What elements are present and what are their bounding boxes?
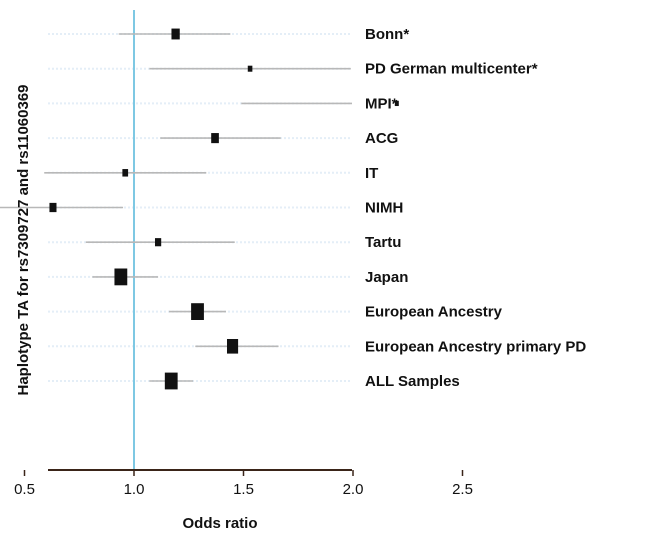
study-label: ACG [365,130,398,147]
study-row [0,202,124,213]
study-label: Bonn* [365,26,409,43]
study-row [118,28,231,40]
study-label: NIMH [365,200,403,217]
point-estimate [171,28,180,40]
point-estimate [154,238,162,247]
study-row [92,268,159,286]
study-label: IT [365,165,378,182]
x-axis: 0.5 1.0 1.5 2.0 2.5 [14,469,473,498]
x-tick-label: 1.5 [233,481,254,498]
point-estimate [394,100,399,107]
y-axis-title: Haplotype TA for rs7309727 and rs1106036… [15,84,32,395]
point-estimate [164,372,178,390]
study-label: PD German multicenter* [365,61,538,78]
point-estimate [122,169,129,177]
study-row [149,372,194,390]
point-estimate [211,133,219,144]
point-estimate [191,303,204,320]
study-row [169,303,226,320]
point-estimate [114,268,128,286]
x-axis-title: Odds ratio [182,515,257,532]
study-row [44,169,207,177]
point-estimate [247,65,253,72]
study-label: ALL Samples [365,373,460,390]
study-label: MPI* [365,95,398,112]
study-label: European Ancestry primary PD [365,338,586,355]
study-row [241,100,399,107]
study-row [195,339,279,354]
study-rows [0,28,399,390]
study-row [85,238,235,247]
point-estimate [49,202,57,213]
x-tick-label: 0.5 [14,481,35,498]
x-tick-label: 2.5 [452,481,473,498]
study-row [160,133,281,144]
study-labels: Bonn* PD German multicenter* MPI* ACG IT NIMH… [365,26,586,390]
x-tick-label: 1.0 [124,481,145,498]
point-estimate [226,339,239,354]
study-label: Japan [365,269,408,286]
study-label: Tartu [365,234,401,251]
study-label: European Ancestry [365,304,503,321]
x-tick-label: 2.0 [343,481,364,498]
study-row [149,65,351,72]
